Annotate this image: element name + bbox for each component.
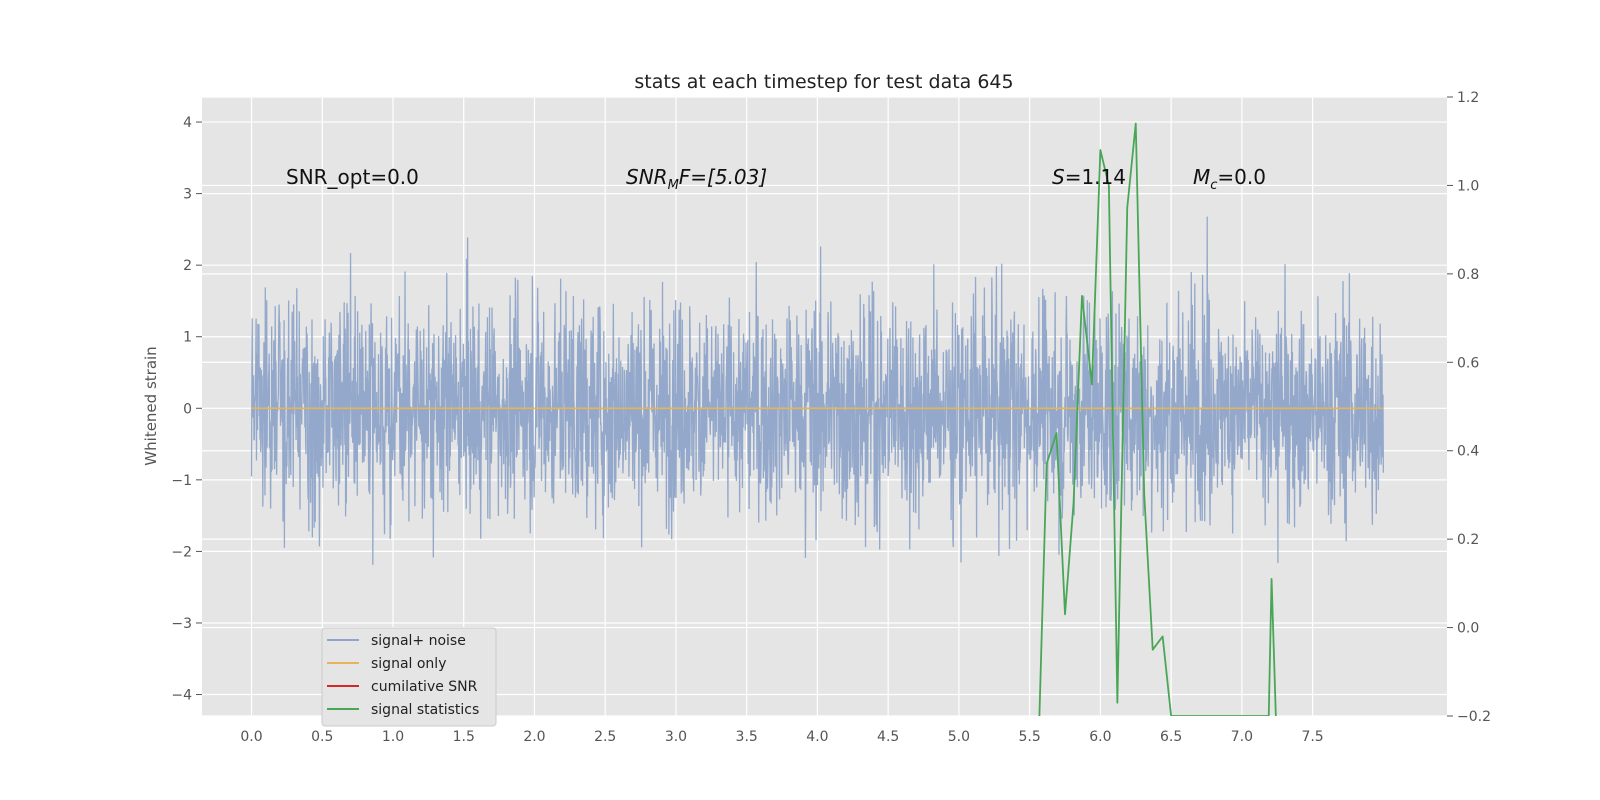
x-tick-label: 2.0 [523, 729, 545, 745]
y2-tick-label: 0.0 [1457, 621, 1479, 637]
y-tick-label: −1 [171, 473, 192, 489]
legend-label-signal-noise: signal+ noise [371, 633, 466, 649]
x-tick-label: 5.5 [1019, 729, 1041, 745]
x-tick-label: 1.0 [382, 729, 404, 745]
y-tick-label: −3 [171, 616, 192, 632]
x-tick-label: 6.0 [1089, 729, 1111, 745]
chart-title: stats at each timestep for test data 645 [634, 71, 1013, 93]
y2-tick-label: 0.6 [1457, 355, 1479, 371]
x-tick-label: 2.5 [594, 729, 616, 745]
x-tick-label: 3.5 [736, 729, 758, 745]
x-tick-label: 6.5 [1160, 729, 1182, 745]
y2-tick-label: −0.2 [1457, 709, 1491, 725]
y2-tick-label: 1.2 [1457, 90, 1479, 106]
annotation-mc: Mc=0.0 [1193, 165, 1266, 193]
y2-tick-labels: 1.2 1.0 0.8 0.6 0.4 0.2 0.0 −0.2 [1457, 90, 1491, 725]
x-tick-label: 7.5 [1301, 729, 1323, 745]
x-tick-label: 0.5 [311, 729, 333, 745]
series-layer [250, 122, 1384, 716]
x-tick-label: 0.0 [240, 729, 262, 745]
annotation-snr-mf: SNRMF=[5.03] [626, 165, 767, 193]
y-tick-label: −2 [171, 544, 192, 560]
series-signal-noise [250, 216, 1384, 565]
legend-box [321, 627, 497, 727]
y-tick-label: 1 [183, 330, 192, 346]
y2-tick-label: 0.2 [1457, 532, 1479, 548]
x-tick-label: 4.0 [806, 729, 828, 745]
annotation-s-stat: S=1.14 [1052, 165, 1126, 189]
y-tick-label: 4 [183, 115, 192, 131]
y2-tick-label: 0.4 [1457, 444, 1479, 460]
x-tick-label: 3.0 [665, 729, 687, 745]
x-tick-label: 5.0 [948, 729, 970, 745]
x-tick-label: 1.5 [453, 729, 475, 745]
y-axis-label: Whitened strain [142, 346, 160, 465]
x-tick-label: 4.5 [877, 729, 899, 745]
y-tick-label: 2 [183, 258, 192, 274]
series-signal-statistics [1038, 122, 1277, 716]
y-tick-labels: 4 3 2 1 0 −1 −2 −3 −4 [171, 115, 192, 703]
legend: signal+ noise signal only cumilative SNR… [321, 627, 497, 727]
y2-tick-label: 1.0 [1457, 178, 1479, 194]
legend-label-cumilative-snr: cumilative SNR [371, 679, 478, 695]
y2-tick-label: 0.8 [1457, 267, 1479, 283]
y-tick-label: 3 [183, 187, 192, 203]
y-tick-label: 0 [183, 401, 192, 417]
legend-label-signal-statistics: signal statistics [371, 702, 479, 718]
x-tick-label: 7.0 [1231, 729, 1253, 745]
legend-label-signal-only: signal only [371, 656, 446, 672]
x-tick-labels: 0.0 0.5 1.0 1.5 2.0 2.5 3.0 3.5 4.0 4.5 5.0 5.5 6.0 6… [240, 729, 1323, 745]
annotation-snr-opt: SNR_opt=0.0 [286, 165, 419, 189]
y-tick-label: −4 [171, 688, 192, 704]
